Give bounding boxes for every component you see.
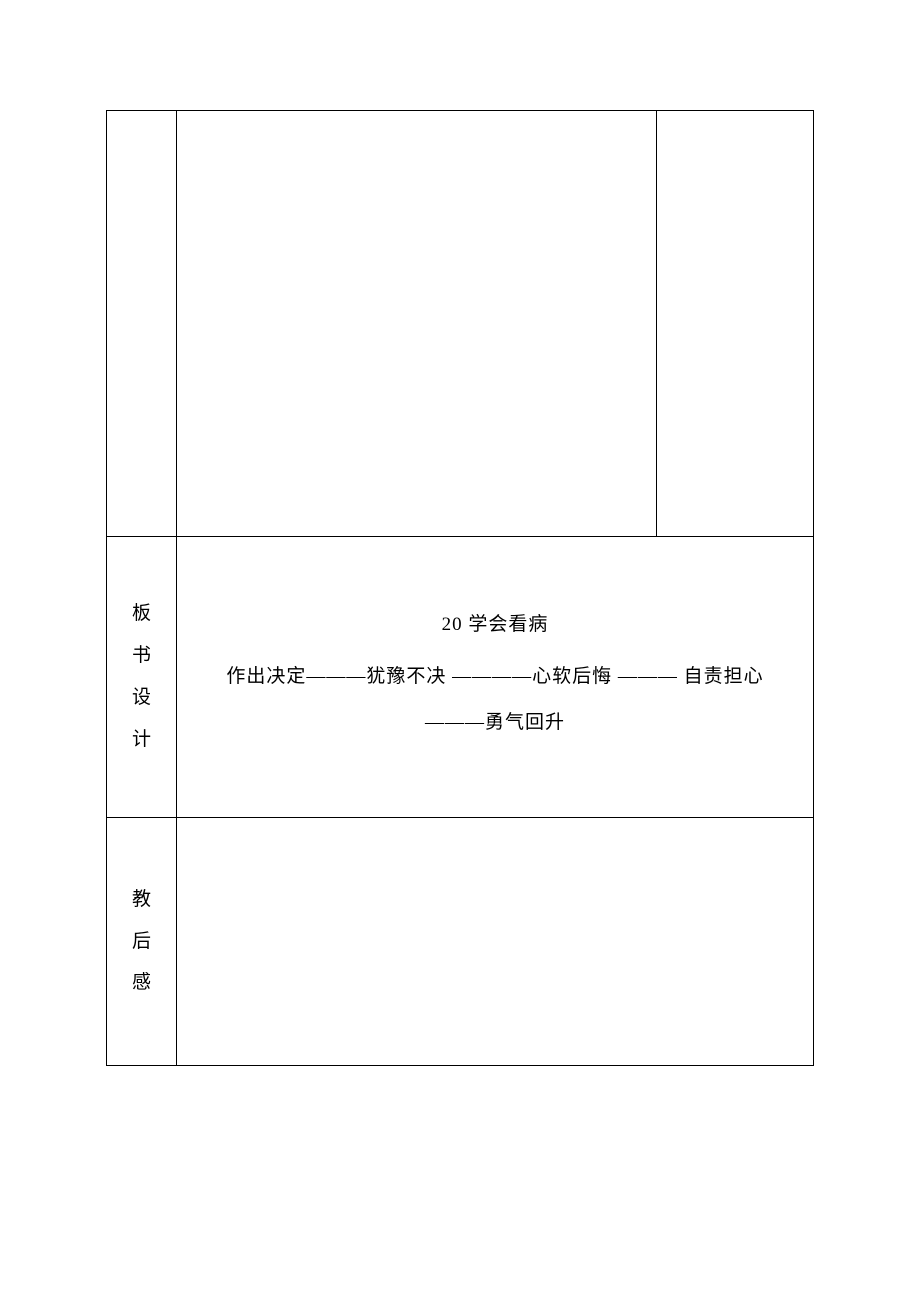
label-char: 板 — [132, 593, 151, 635]
label-char: 计 — [132, 719, 151, 761]
label-char: 后 — [132, 921, 151, 963]
label-char: 设 — [132, 677, 151, 719]
reflection-content-cell — [177, 818, 813, 1065]
table-row: 板 书 设 计 20 学会看病 作出决定———犹豫不决 ————心软后悔 ———… — [106, 537, 814, 818]
lesson-title: 20 学会看病 — [442, 609, 549, 636]
row1-label-cell — [107, 111, 177, 536]
table-row — [106, 110, 814, 537]
row1-main-cell — [177, 111, 657, 536]
row1-side-cell — [657, 111, 813, 536]
flow-line: 作出决定———犹豫不决 ————心软后悔 ——— 自责担心 — [226, 654, 763, 700]
table-row: 教 后 感 — [106, 818, 814, 1066]
label-char: 教 — [132, 879, 151, 921]
label-char: 感 — [132, 962, 151, 1004]
flow-line: ———勇气回升 — [425, 700, 565, 746]
board-design-content-cell: 20 学会看病 作出决定———犹豫不决 ————心软后悔 ——— 自责担心 ——… — [177, 537, 813, 817]
board-design-label-cell: 板 书 设 计 — [107, 537, 177, 817]
lesson-plan-table: 板 书 设 计 20 学会看病 作出决定———犹豫不决 ————心软后悔 ———… — [106, 110, 814, 1066]
label-char: 书 — [132, 635, 151, 677]
reflection-label-cell: 教 后 感 — [107, 818, 177, 1065]
